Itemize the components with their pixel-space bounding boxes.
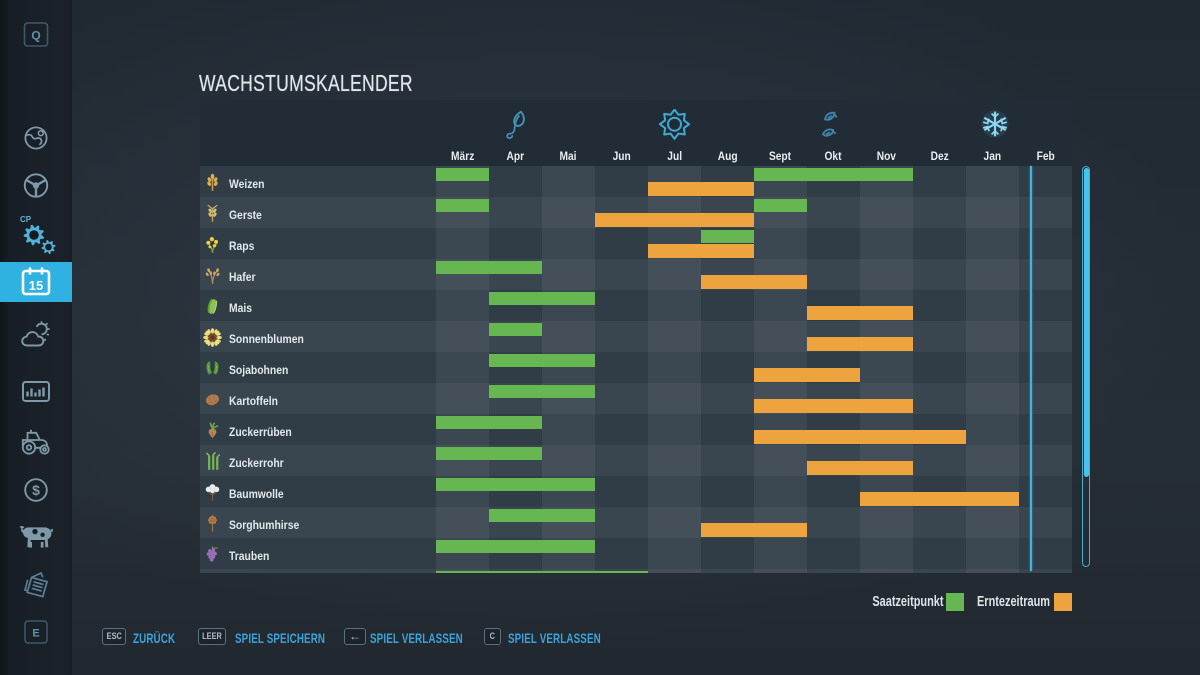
svg-text:E: E	[32, 628, 39, 640]
svg-text:$: $	[32, 482, 40, 498]
svg-text:Q: Q	[31, 29, 40, 43]
svg-text:CP: CP	[20, 215, 32, 224]
svg-text:15: 15	[29, 278, 43, 293]
